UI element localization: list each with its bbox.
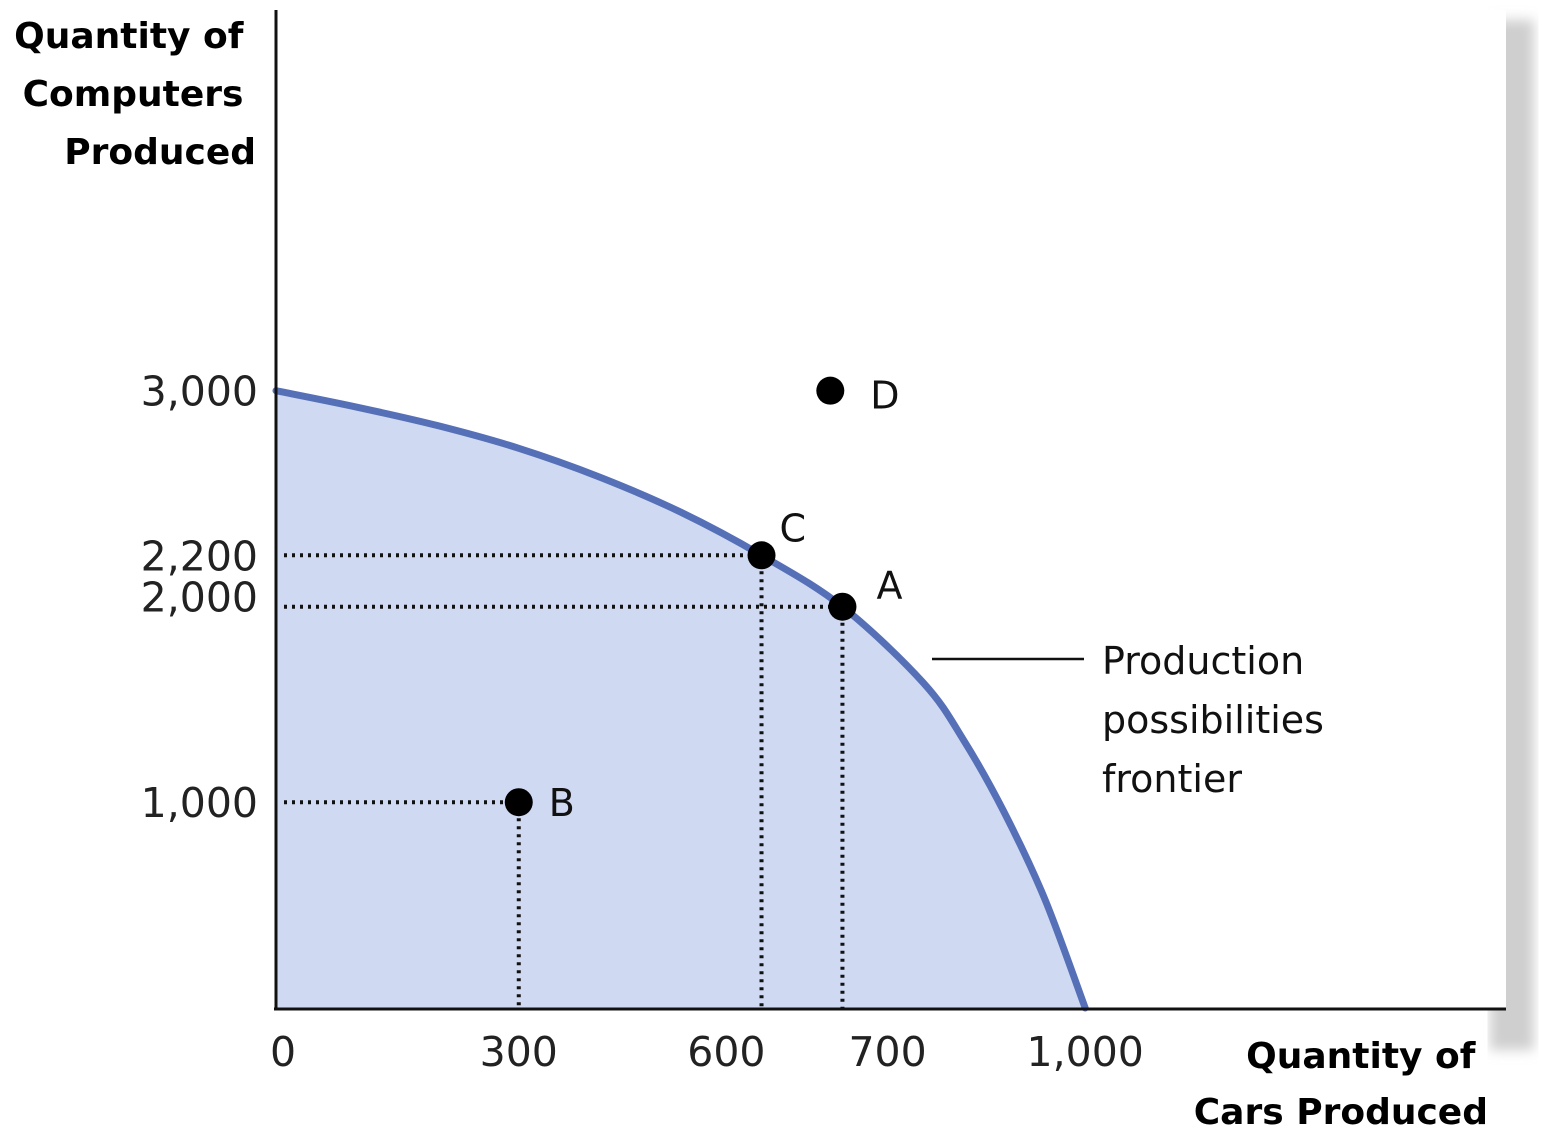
x-axis-title-line: Quantity of bbox=[1246, 1036, 1476, 1077]
x-axis-title-line: Cars Produced bbox=[1194, 1092, 1488, 1129]
x-tick-label: 1,000 bbox=[1027, 1028, 1144, 1076]
x-axis-title: Quantity of Cars Produced bbox=[1194, 1036, 1488, 1129]
y-axis-title: Quantity of Computers Produced bbox=[14, 16, 256, 173]
frontier-label-line: Production bbox=[1102, 639, 1304, 683]
point-d bbox=[816, 376, 845, 405]
y-axis-title-line: Produced bbox=[64, 132, 256, 173]
y-tick-label: 2,000 bbox=[141, 573, 258, 621]
y-tick-label: 2,200 bbox=[141, 532, 258, 580]
y-tick-label: 1,000 bbox=[141, 779, 258, 827]
point-label-d: D bbox=[870, 374, 899, 418]
point-c bbox=[747, 541, 776, 570]
y-tick-label: 3,000 bbox=[141, 368, 258, 416]
y-axis-title-line: Computers bbox=[23, 74, 244, 115]
x-tick-label: 700 bbox=[848, 1028, 926, 1076]
frontier-label: Production possibilities frontier bbox=[1102, 639, 1336, 801]
x-tick-label: 300 bbox=[480, 1028, 558, 1076]
point-label-c: C bbox=[780, 506, 807, 550]
frontier-area bbox=[276, 390, 1086, 1008]
point-label-b: B bbox=[549, 781, 575, 825]
point-b bbox=[504, 788, 533, 817]
x-tick-label: 0 bbox=[270, 1028, 296, 1076]
point-a bbox=[828, 592, 857, 621]
x-tick-label: 600 bbox=[687, 1028, 765, 1076]
frontier-label-line: frontier bbox=[1102, 757, 1242, 801]
point-label-a: A bbox=[876, 564, 902, 608]
y-axis-title-line: Quantity of bbox=[14, 16, 244, 57]
frontier-label-line: possibilities bbox=[1102, 698, 1324, 742]
